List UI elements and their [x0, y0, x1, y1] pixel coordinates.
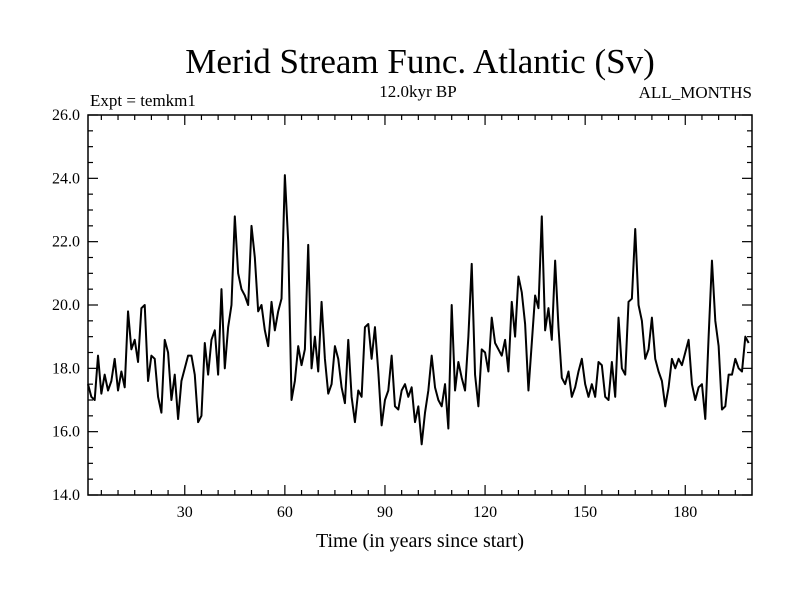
- x-tick-label: 150: [573, 504, 597, 521]
- months-label: ALL_MONTHS: [639, 83, 752, 102]
- axis-ticks: [88, 114, 752, 496]
- plot-frame: [87, 114, 753, 496]
- series-line: [87, 174, 750, 446]
- y-tick-label: 26.0: [52, 107, 80, 124]
- axis-tick-labels: 30 60 90 120 150 180 14.0 16.0 18.0 20.0 22.0 24.0 2…: [52, 107, 697, 521]
- x-axis-label: Time (in years since start): [316, 530, 524, 552]
- y-tick-label: 22.0: [52, 234, 80, 251]
- y-tick-label: 24.0: [52, 170, 80, 187]
- chart-title: Merid Stream Func. Atlantic (Sv): [185, 42, 655, 81]
- x-tick-label: 30: [177, 504, 193, 521]
- y-tick-label: 18.0: [52, 360, 80, 377]
- y-tick-label: 20.0: [52, 297, 80, 314]
- x-tick-label: 90: [377, 504, 393, 521]
- y-tick-label: 14.0: [52, 487, 80, 504]
- x-tick-label: 180: [673, 504, 697, 521]
- y-tick-label: 16.0: [52, 424, 80, 441]
- period-label: 12.0kyr BP: [379, 82, 456, 101]
- experiment-label: Expt = temkm1: [90, 91, 196, 110]
- x-tick-label: 120: [473, 504, 497, 521]
- x-tick-label: 60: [277, 504, 293, 521]
